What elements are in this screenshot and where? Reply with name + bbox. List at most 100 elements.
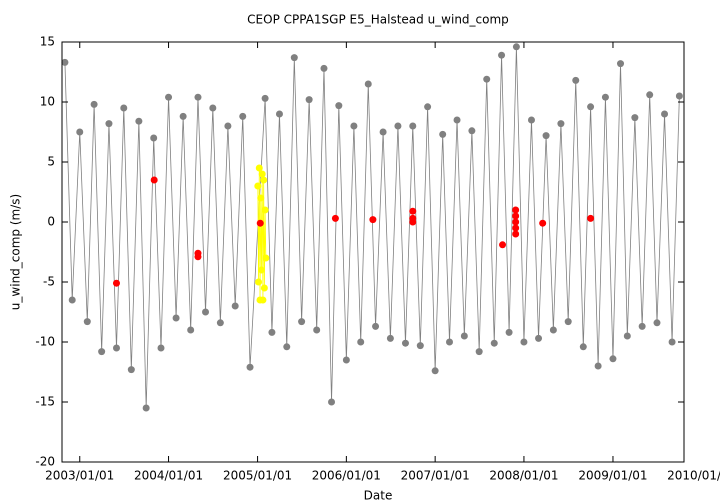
- data-point: [298, 318, 306, 326]
- plot-frame: [61, 41, 685, 463]
- data-point: [98, 348, 106, 356]
- data-point: [646, 91, 654, 99]
- data-point: [179, 112, 187, 120]
- data-point: [172, 314, 180, 322]
- data-point: [257, 194, 265, 202]
- data-point: [105, 120, 113, 128]
- data-point: [475, 348, 483, 356]
- plot-area: [61, 43, 683, 412]
- data-point: [328, 398, 336, 406]
- data-point: [661, 110, 669, 118]
- data-point: [460, 332, 468, 340]
- data-point: [335, 102, 343, 110]
- data-point: [364, 80, 372, 88]
- data-point: [512, 212, 520, 220]
- data-point: [260, 284, 268, 292]
- data-point: [439, 130, 447, 138]
- data-point: [259, 296, 267, 304]
- data-point: [499, 241, 507, 249]
- data-point: [135, 117, 143, 125]
- data-point: [357, 338, 365, 346]
- data-point: [638, 322, 646, 330]
- data-point: [512, 206, 520, 214]
- data-point: [257, 266, 265, 274]
- data-point: [564, 318, 572, 326]
- data-point: [587, 103, 595, 111]
- data-point: [609, 355, 617, 363]
- data-point: [490, 339, 498, 347]
- data-point: [512, 43, 520, 51]
- data-point: [261, 94, 269, 102]
- data-point: [150, 134, 158, 142]
- x-tick-label: 2008/01/01: [489, 469, 558, 483]
- data-point: [520, 338, 528, 346]
- y-tick-label: -5: [43, 275, 55, 289]
- data-point: [549, 326, 557, 334]
- data-point: [372, 322, 380, 330]
- data-point: [369, 216, 377, 224]
- y-tick-label: -20: [35, 455, 55, 469]
- data-point: [539, 219, 547, 227]
- data-point: [275, 110, 283, 118]
- x-tick-label: 2004/01/01: [134, 469, 203, 483]
- data-point: [165, 93, 173, 101]
- data-point: [268, 328, 276, 336]
- data-point: [631, 114, 639, 122]
- data-point: [290, 54, 298, 62]
- data-point: [283, 343, 291, 351]
- data-point: [157, 344, 165, 352]
- x-tick-label: 2007/01/01: [401, 469, 470, 483]
- data-point: [256, 219, 264, 227]
- data-point: [112, 344, 120, 352]
- data-point: [127, 366, 135, 374]
- data-point: [468, 127, 476, 135]
- data-point: [260, 176, 268, 184]
- data-point: [572, 76, 580, 84]
- data-point: [379, 128, 387, 136]
- data-point: [386, 334, 394, 342]
- data-point: [261, 206, 269, 214]
- data-point: [76, 128, 84, 136]
- data-point: [90, 100, 98, 108]
- data-point: [61, 58, 69, 66]
- x-tick-label: 2005/01/01: [223, 469, 292, 483]
- data-point: [512, 224, 520, 232]
- data-point: [262, 254, 270, 262]
- y-tick-label: -10: [35, 335, 55, 349]
- data-point: [505, 328, 513, 336]
- data-point: [239, 112, 247, 120]
- chart-title: CEOP CPPA1SGP E5_Halstead u_wind_comp: [247, 13, 509, 27]
- data-point: [446, 338, 454, 346]
- data-point: [194, 253, 202, 261]
- data-point: [623, 332, 631, 340]
- data-point: [254, 182, 262, 190]
- data-point: [594, 362, 602, 370]
- data-point: [587, 214, 595, 222]
- x-tick-label: 2006/01/01: [312, 469, 381, 483]
- data-point: [409, 122, 417, 130]
- y-axis-label: u_wind_comp (m/s): [9, 194, 23, 310]
- data-point: [150, 176, 158, 184]
- data-point: [579, 343, 587, 351]
- data-point: [453, 116, 461, 124]
- data-point: [416, 342, 424, 350]
- x-tick-label: 2009/01/01: [578, 469, 647, 483]
- data-point: [512, 230, 520, 238]
- data-point: [498, 51, 506, 59]
- data-point: [246, 363, 254, 371]
- data-point: [305, 96, 313, 104]
- data-point: [112, 279, 120, 287]
- data-point: [431, 367, 439, 375]
- data-point: [120, 104, 128, 112]
- data-point: [83, 318, 91, 326]
- y-tick-label: 15: [40, 35, 55, 49]
- data-point: [512, 218, 520, 226]
- y-tick-label: -15: [35, 395, 55, 409]
- y-tick-label: 0: [47, 215, 55, 229]
- data-point: [255, 164, 263, 172]
- data-point: [557, 120, 565, 128]
- data-point: [675, 92, 683, 100]
- data-point: [202, 308, 210, 316]
- data-point: [601, 93, 609, 101]
